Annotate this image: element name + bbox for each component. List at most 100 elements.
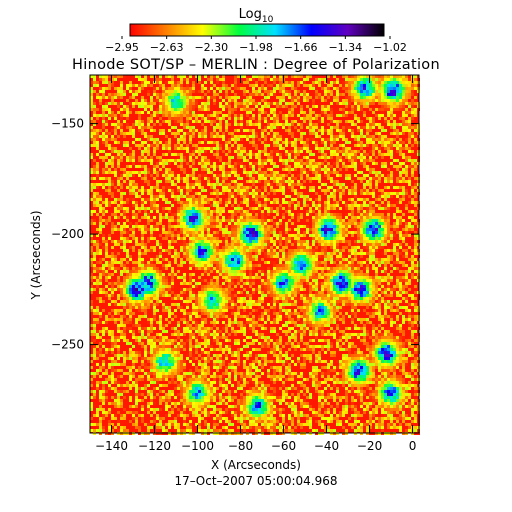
heatmap-cell xyxy=(195,102,198,105)
heatmap-cell xyxy=(288,213,291,216)
heatmap-cell xyxy=(153,201,156,204)
heatmap-cell xyxy=(111,159,114,162)
heatmap-cell xyxy=(162,129,165,132)
heatmap-cell xyxy=(225,234,228,237)
heatmap-cell xyxy=(180,231,183,234)
heatmap-cell xyxy=(267,90,270,93)
heatmap-cell xyxy=(354,159,357,162)
heatmap-cell xyxy=(162,192,165,195)
heatmap-cell xyxy=(249,96,252,99)
heatmap-cell xyxy=(123,249,126,252)
heatmap-cell xyxy=(300,141,303,144)
heatmap-cell xyxy=(189,96,192,99)
heatmap-cell xyxy=(384,75,387,78)
heatmap-cell xyxy=(414,114,417,117)
heatmap-cell xyxy=(330,108,333,111)
heatmap-cell xyxy=(99,93,102,96)
heatmap-cell xyxy=(348,246,351,249)
heatmap-cell xyxy=(279,135,282,138)
heatmap-cell xyxy=(168,186,171,189)
heatmap-cell xyxy=(390,138,393,141)
heatmap-cell xyxy=(258,165,261,168)
heatmap-cell xyxy=(165,135,168,138)
heatmap-cell xyxy=(117,225,120,228)
heatmap-cell xyxy=(399,135,402,138)
heatmap-cell xyxy=(114,87,117,90)
heatmap-cell xyxy=(168,150,171,153)
heatmap-cell xyxy=(249,144,252,147)
heatmap-cell xyxy=(264,186,267,189)
heatmap-cell xyxy=(246,240,249,243)
heatmap-cell xyxy=(375,177,378,180)
heatmap-cell xyxy=(369,222,372,225)
heatmap-cell xyxy=(111,102,114,105)
heatmap-cell xyxy=(390,162,393,165)
heatmap-cell xyxy=(267,147,270,150)
heatmap-cell xyxy=(126,201,129,204)
heatmap-cell xyxy=(327,171,330,174)
heatmap-cell xyxy=(414,165,417,168)
heatmap-cell xyxy=(402,234,405,237)
heatmap-cell xyxy=(240,156,243,159)
heatmap-cell xyxy=(207,102,210,105)
heatmap-cell xyxy=(336,156,339,159)
heatmap-cell xyxy=(186,87,189,90)
heatmap-cell xyxy=(285,93,288,96)
heatmap-cell xyxy=(228,189,231,192)
heatmap-cell xyxy=(228,219,231,222)
heatmap-cell xyxy=(348,198,351,201)
heatmap-cell xyxy=(267,135,270,138)
heatmap-cell xyxy=(291,213,294,216)
heatmap-cell xyxy=(204,240,207,243)
heatmap-cell xyxy=(360,189,363,192)
heatmap-cell xyxy=(237,234,240,237)
heatmap-cell xyxy=(120,144,123,147)
heatmap-cell xyxy=(99,141,102,144)
heatmap-cell xyxy=(309,90,312,93)
heatmap-cell xyxy=(168,201,171,204)
heatmap-cell xyxy=(123,99,126,102)
heatmap-cell xyxy=(156,171,159,174)
heatmap-cell xyxy=(300,111,303,114)
heatmap-cell xyxy=(336,204,339,207)
heatmap-cell xyxy=(225,213,228,216)
heatmap-cell xyxy=(411,105,414,108)
heatmap-cell xyxy=(252,174,255,177)
heatmap-cell xyxy=(246,228,249,231)
heatmap-cell xyxy=(150,186,153,189)
heatmap-cell xyxy=(333,180,336,183)
heatmap-cell xyxy=(216,243,219,246)
heatmap-cell xyxy=(138,189,141,192)
heatmap-cell xyxy=(204,135,207,138)
heatmap-cell xyxy=(297,147,300,150)
heatmap-cell xyxy=(234,186,237,189)
heatmap-cell xyxy=(390,195,393,198)
heatmap-cell xyxy=(162,240,165,243)
heatmap-cell xyxy=(270,138,273,141)
heatmap-cell xyxy=(354,195,357,198)
heatmap-cell xyxy=(387,108,390,111)
heatmap-cell xyxy=(390,96,393,99)
heatmap-cell xyxy=(336,249,339,252)
heatmap-cell xyxy=(105,120,108,123)
heatmap-cell xyxy=(135,183,138,186)
heatmap-cell xyxy=(192,168,195,171)
heatmap-cell xyxy=(324,165,327,168)
heatmap-cell xyxy=(306,93,309,96)
heatmap-cell xyxy=(390,117,393,120)
heatmap-cell xyxy=(351,84,354,87)
heatmap-cell xyxy=(129,243,132,246)
heatmap-cell xyxy=(414,126,417,129)
heatmap-cell xyxy=(255,180,258,183)
heatmap-cell xyxy=(222,165,225,168)
heatmap-cell xyxy=(327,225,330,228)
heatmap-cell xyxy=(144,174,147,177)
heatmap-cell xyxy=(384,129,387,132)
heatmap-cell xyxy=(363,216,366,219)
heatmap-cell xyxy=(330,243,333,246)
heatmap-cell xyxy=(273,99,276,102)
heatmap-cell xyxy=(240,189,243,192)
heatmap-cell xyxy=(321,246,324,249)
heatmap-cell xyxy=(144,120,147,123)
heatmap-cell xyxy=(369,159,372,162)
